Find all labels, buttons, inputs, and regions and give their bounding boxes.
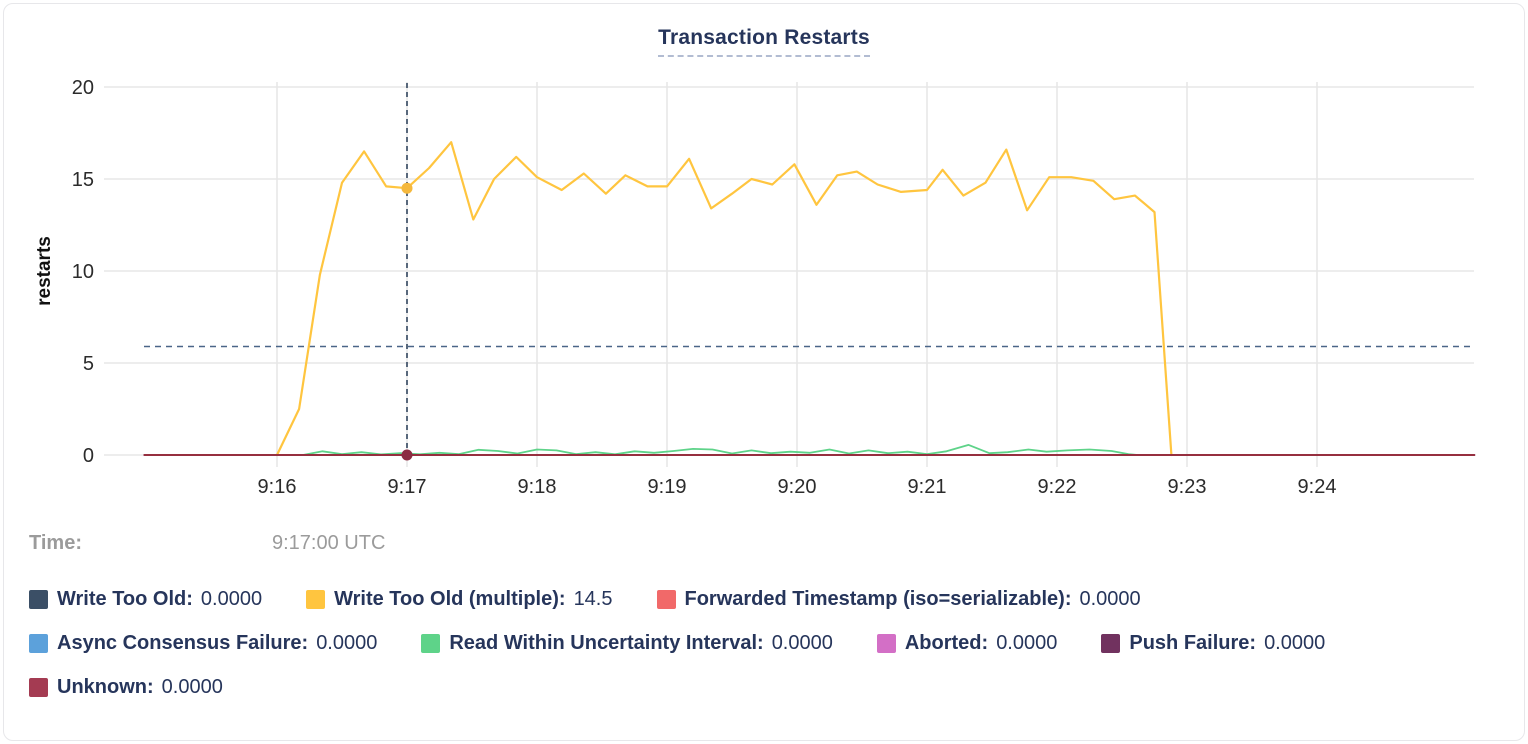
legend-value-aborted: 0.0000: [996, 632, 1058, 654]
legend-row-3: Unknown: 0.0000: [29, 676, 1507, 699]
y-tick-label-10: 10: [72, 261, 94, 283]
series-line-4-read-within-uncertainty-interval: [302, 443, 1139, 456]
y-tick-label-15: 15: [72, 169, 94, 191]
legend-value-unknown: 0.0000: [161, 676, 223, 698]
y-tick-label-20: 20: [72, 77, 94, 99]
legend-label-async-consensus-failure: Async Consensus Failure:: [57, 632, 309, 654]
legend-item-async-consensus-failure[interactable]: Async Consensus Failure: 0.0000: [29, 632, 377, 655]
legend-swatch-unknown: [29, 678, 48, 697]
legend-item-push-failure[interactable]: Push Failure: 0.0000: [1101, 632, 1325, 655]
legend-label-read-within-uncertainty-interval: Read Within Uncertainty Interval:: [449, 632, 764, 654]
legend-value-async-consensus-failure: 0.0000: [316, 632, 378, 654]
legend-swatch-write-too-old-multiple-: [306, 590, 326, 609]
legend-value-write-too-old: 0.0000: [200, 588, 263, 610]
legend-label-push-failure: Push Failure:: [1129, 632, 1257, 654]
legend-item-unknown[interactable]: Unknown: 0.0000: [29, 676, 223, 699]
hover-dot-write-too-old-multiple-: [401, 182, 413, 194]
legend-value-push-failure: 0.0000: [1264, 632, 1326, 654]
legend-swatch-aborted: [876, 634, 896, 653]
hover-dot-unknown: [401, 449, 413, 461]
hover-time-value: 9:17:00 UTC: [272, 532, 386, 554]
x-tick-label-9:23: 9:23: [1168, 476, 1207, 498]
x-tick-label-9:18: 9:18: [518, 476, 557, 498]
legend-item-write-too-old[interactable]: Write Too Old: 0.0000: [29, 588, 262, 611]
legend-item-read-within-uncertainty-interval[interactable]: Read Within Uncertainty Interval: 0.0000: [421, 632, 833, 655]
y-axis-label: restarts: [34, 236, 55, 306]
x-tick-label-9:22: 9:22: [1038, 476, 1077, 498]
transaction-restarts-chart-canvas[interactable]: 0 5 10 15 20 9:16 9:17 9:18 9:19 9:20 9:21 9:22 9:23…: [4, 4, 1528, 516]
legend-value-read-within-uncertainty-interval: 0.0000: [771, 632, 833, 654]
x-tick-label-9:24: 9:24: [1298, 476, 1337, 498]
legend-swatch-write-too-old: [29, 590, 48, 609]
legend-item-write-too-old-multiple-[interactable]: Write Too Old (multiple): 14.5: [306, 588, 613, 611]
chart-title-wrap: Transaction Restarts: [4, 26, 1524, 57]
chart-card: Transaction Restarts 0 5 10 15 20 9:16 9:17 9:1…: [3, 3, 1525, 741]
chart-legend: Write Too Old: 0.0000 Write Too Old (multi…: [29, 588, 1507, 699]
x-tick-label-9:16: 9:16: [258, 476, 297, 498]
legend-label-unknown: Unknown:: [57, 676, 154, 698]
legend-row-1: Write Too Old: 0.0000 Write Too Old (multi…: [29, 588, 1507, 611]
legend-item-forwarded-timestamp-iso-serializable-[interactable]: Forwarded Timestamp (iso=serializable): 0…: [656, 588, 1141, 611]
legend-label-forwarded-timestamp-iso-serializable-: Forwarded Timestamp (iso=serializable):: [684, 588, 1072, 610]
x-tick-label-9:19: 9:19: [648, 476, 687, 498]
x-tick-label-9:20: 9:20: [778, 476, 817, 498]
hover-time-row: Time: 9:17:00 UTC: [29, 532, 385, 555]
legend-swatch-async-consensus-failure: [29, 634, 48, 653]
legend-value-forwarded-timestamp-iso-serializable-: 0.0000: [1079, 588, 1141, 610]
legend-swatch-forwarded-timestamp-iso-serializable-: [656, 590, 676, 609]
legend-label-write-too-old: Write Too Old:: [57, 588, 193, 610]
legend-swatch-read-within-uncertainty-interval: [421, 634, 441, 653]
y-tick-label-5: 5: [83, 353, 94, 375]
legend-label-aborted: Aborted:: [904, 632, 989, 654]
chart-title[interactable]: Transaction Restarts: [658, 26, 870, 57]
x-tick-label-9:21: 9:21: [908, 476, 947, 498]
legend-value-write-too-old-multiple-: 14.5: [573, 588, 613, 610]
legend-item-aborted[interactable]: Aborted: 0.0000: [876, 632, 1058, 655]
legend-swatch-push-failure: [1101, 634, 1121, 653]
y-tick-label-0: 0: [83, 445, 94, 467]
x-tick-label-9:17: 9:17: [388, 476, 427, 498]
legend-label-write-too-old-multiple-: Write Too Old (multiple):: [334, 588, 566, 610]
legend-row-2: Async Consensus Failure: 0.0000 Read Withi…: [29, 632, 1507, 655]
hover-time-label: Time:: [29, 532, 82, 554]
series-line-1-write-too-old-multiple-: [275, 141, 1173, 457]
